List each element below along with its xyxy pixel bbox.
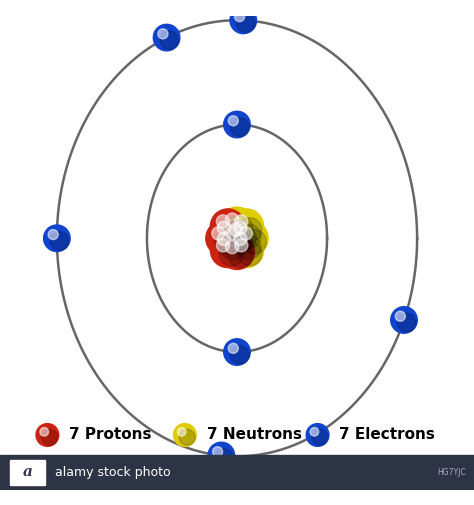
Text: HG7YJC: HG7YJC (437, 468, 465, 477)
Text: 7 Protons: 7 Protons (69, 428, 152, 442)
Circle shape (228, 243, 253, 268)
Circle shape (217, 221, 230, 234)
Circle shape (229, 233, 264, 268)
Circle shape (224, 339, 250, 365)
Circle shape (215, 449, 233, 468)
Circle shape (212, 447, 223, 457)
Circle shape (210, 209, 245, 244)
Circle shape (48, 229, 58, 239)
Circle shape (228, 230, 253, 254)
Circle shape (206, 221, 241, 256)
Circle shape (42, 429, 58, 445)
Circle shape (179, 429, 195, 445)
Circle shape (228, 216, 253, 240)
Circle shape (154, 24, 180, 51)
Circle shape (237, 224, 261, 248)
Circle shape (216, 239, 229, 252)
Circle shape (239, 227, 253, 240)
Circle shape (230, 345, 249, 364)
Circle shape (224, 111, 250, 138)
Circle shape (219, 207, 255, 242)
Circle shape (219, 241, 244, 266)
Circle shape (158, 29, 168, 39)
Circle shape (312, 429, 328, 445)
Circle shape (229, 223, 242, 236)
Circle shape (228, 116, 238, 126)
Circle shape (242, 230, 266, 254)
Bar (10, 460, 45, 485)
Circle shape (36, 424, 59, 446)
Circle shape (226, 213, 239, 226)
Circle shape (237, 14, 255, 32)
Circle shape (234, 232, 247, 245)
Circle shape (219, 221, 255, 256)
Circle shape (226, 227, 239, 240)
Circle shape (211, 226, 246, 261)
Circle shape (234, 221, 247, 234)
Circle shape (219, 235, 255, 270)
Text: alamy stock photo: alamy stock photo (55, 466, 171, 479)
Circle shape (217, 232, 230, 245)
Bar (0, 456, 474, 489)
Circle shape (232, 226, 256, 250)
Circle shape (216, 215, 229, 228)
Circle shape (228, 215, 263, 250)
Circle shape (223, 217, 258, 252)
Circle shape (215, 230, 239, 254)
Text: 7 Electrons: 7 Electrons (339, 428, 435, 442)
Circle shape (220, 224, 245, 248)
Circle shape (237, 235, 261, 260)
Circle shape (212, 227, 225, 240)
Circle shape (235, 239, 248, 252)
Text: 7 Neutrons: 7 Neutrons (207, 428, 301, 442)
Circle shape (228, 343, 238, 354)
Circle shape (211, 215, 246, 250)
Circle shape (177, 427, 186, 436)
Circle shape (230, 118, 249, 136)
Circle shape (391, 307, 417, 333)
Circle shape (226, 240, 239, 254)
Circle shape (40, 427, 48, 436)
Circle shape (50, 232, 69, 250)
Circle shape (306, 424, 329, 446)
Circle shape (233, 221, 268, 256)
Circle shape (395, 311, 405, 321)
Circle shape (210, 233, 245, 268)
Circle shape (397, 313, 416, 332)
Circle shape (173, 424, 196, 446)
Circle shape (228, 226, 263, 261)
Circle shape (235, 12, 245, 22)
Circle shape (230, 7, 256, 34)
Circle shape (44, 225, 70, 251)
Circle shape (237, 218, 262, 242)
Circle shape (219, 218, 244, 242)
Circle shape (220, 235, 245, 260)
Circle shape (237, 241, 262, 266)
Circle shape (229, 209, 264, 244)
Circle shape (235, 215, 248, 228)
Circle shape (310, 427, 319, 436)
Circle shape (208, 442, 235, 469)
Circle shape (160, 31, 179, 49)
Text: a: a (23, 466, 32, 479)
